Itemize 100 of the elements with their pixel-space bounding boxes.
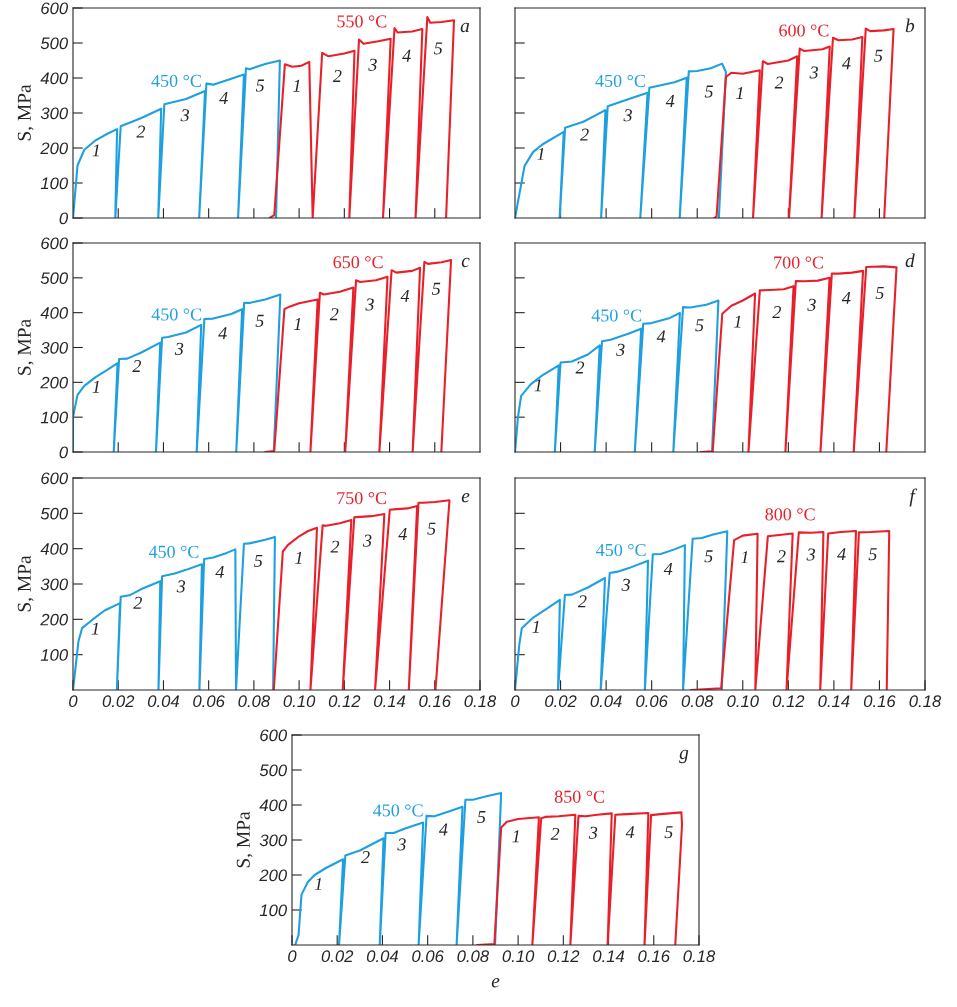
series-label: 450 °C <box>373 804 423 817</box>
y-tick-label: 600 <box>41 472 68 485</box>
series-label: 700 °C <box>774 256 824 269</box>
x-tick-label: 0.06 <box>193 695 225 708</box>
annotation: 3 <box>623 109 632 122</box>
y-tick-label: 600 <box>41 2 68 15</box>
x-tick-label: 0.18 <box>909 695 942 708</box>
x-tick-label: 0.10 <box>283 695 316 708</box>
y-tick-label: 400 <box>40 72 68 85</box>
annotation: 5 <box>868 548 877 561</box>
annotation: c <box>461 257 470 268</box>
annotation: 2 <box>550 827 560 840</box>
annotation: g <box>679 749 689 764</box>
annotation: d <box>905 253 915 268</box>
annotation: 4 <box>663 562 673 575</box>
annotation: 4 <box>215 565 224 578</box>
x-tick-label: 0.18 <box>464 695 497 708</box>
y-tick-label: 500 <box>40 507 68 520</box>
annotation: 1 <box>293 79 300 92</box>
x-tick-label: 0.12 <box>328 695 361 708</box>
annotation: 4 <box>841 291 851 304</box>
x-tick-label: 0.08 <box>238 695 271 708</box>
x-tick-label: 0.18 <box>683 950 716 963</box>
annotation: 2 <box>575 361 585 374</box>
annotation: 1 <box>537 147 544 160</box>
annotation: e <box>461 492 470 503</box>
y-tick-label: 100 <box>40 649 68 661</box>
y-tick-label: 400 <box>40 307 68 319</box>
y-axis-title: S, MPa <box>17 319 34 375</box>
annotation: 2 <box>136 125 146 138</box>
annotation: 5 <box>664 826 673 839</box>
series-label: 600 °C <box>779 24 829 37</box>
annotation: 5 <box>254 554 263 567</box>
y-tick-label: 300 <box>40 107 68 120</box>
y-tick-label: 300 <box>40 578 68 591</box>
annotation: 3 <box>180 109 190 122</box>
annotation: 5 <box>432 282 441 295</box>
y-tick-label: 400 <box>259 799 287 812</box>
annotation: 2 <box>776 550 786 563</box>
annotation: 1 <box>295 551 302 564</box>
series-label: 850 °C <box>554 790 605 803</box>
annotation: 5 <box>704 550 713 563</box>
line-series <box>294 792 503 945</box>
annotation: 2 <box>772 306 781 319</box>
line-series <box>73 535 276 690</box>
x-tick-label: 0.04 <box>147 695 180 708</box>
y-axis-title: S, MPa <box>17 84 34 141</box>
annotation: 3 <box>807 298 816 311</box>
annotation: 4 <box>402 49 411 62</box>
annotation: 1 <box>314 877 322 890</box>
line-series <box>73 59 281 218</box>
y-tick-label: 500 <box>259 764 287 777</box>
annotation: 3 <box>616 343 625 356</box>
x-tick-label: 0.02 <box>321 950 354 963</box>
annotation: 1 <box>293 317 301 330</box>
y-tick-label: 100 <box>40 177 68 190</box>
x-tick-label: 0.08 <box>681 695 714 708</box>
annotation: 1 <box>532 620 539 633</box>
annotation: 5 <box>874 49 883 62</box>
y-tick-label: 400 <box>40 543 68 555</box>
annotation: 5 <box>875 287 884 299</box>
annotation: 4 <box>218 327 227 340</box>
annotation: a <box>460 22 470 33</box>
x-tick-label: 0.14 <box>818 695 850 708</box>
series-label: 750 °C <box>337 491 387 505</box>
x-tick-label: 0.08 <box>457 950 490 963</box>
y-tick-label: 200 <box>40 613 68 626</box>
y-tick-label: 0 <box>59 446 68 459</box>
annotation: 1 <box>736 86 743 99</box>
x-tick-label: 0.06 <box>412 950 444 963</box>
annotation: 2 <box>577 595 587 608</box>
y-tick-label: 100 <box>40 411 68 424</box>
annotation: 4 <box>656 330 666 343</box>
annotation: 4 <box>842 57 851 70</box>
annotation: 5 <box>477 811 486 824</box>
annotation: 4 <box>438 823 448 836</box>
y-tick-label: 300 <box>40 341 68 354</box>
annotation: 3 <box>806 548 815 561</box>
x-tick-label: 0.16 <box>638 950 670 963</box>
series-label: 450 °C <box>151 74 201 87</box>
annotation: 5 <box>704 85 713 98</box>
series-label: 800 °C <box>765 508 815 521</box>
x-tick-label: 0.02 <box>545 695 577 708</box>
y-axis-title: S, MPa <box>17 555 34 612</box>
annotation: b <box>905 18 915 33</box>
annotation: 3 <box>368 58 377 71</box>
x-tick-label: 0.16 <box>419 695 451 708</box>
x-tick-label: 0.12 <box>547 950 580 963</box>
annotation: 5 <box>695 319 704 332</box>
annotation: 4 <box>625 826 635 839</box>
annotation: 4 <box>219 92 228 104</box>
annotation: 3 <box>588 826 598 839</box>
annotation: f <box>909 488 917 507</box>
annotation: 2 <box>361 851 370 864</box>
annotation: 1 <box>740 551 748 564</box>
annotation: 5 <box>255 79 265 92</box>
y-tick-label: 500 <box>40 272 68 285</box>
x-tick-label: 0.06 <box>636 695 668 708</box>
y-tick-label: 0 <box>59 212 68 225</box>
annotation: 5 <box>434 42 443 55</box>
